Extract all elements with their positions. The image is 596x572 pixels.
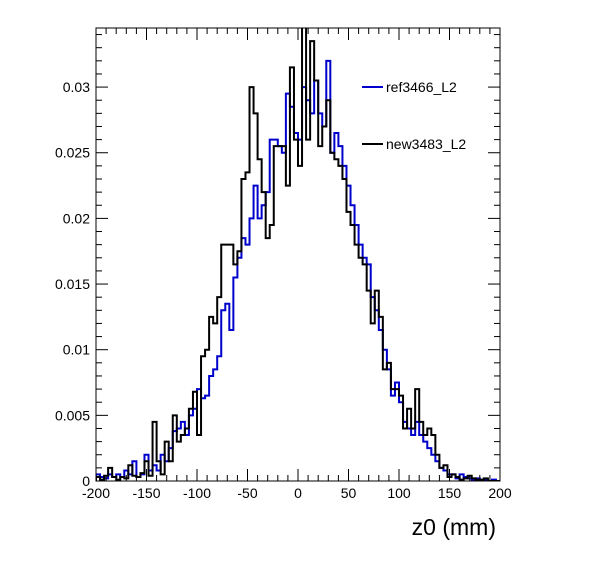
y-tick-label: 0.025 [55,145,90,161]
x-tick-label: 50 [341,485,357,501]
y-axis: 0 0.005 0.01 0.015 0.02 0.025 0.03 [55,34,500,489]
series-layer [96,28,500,481]
legend-label-ref3466_L2: ref3466_L2 [386,79,457,95]
x-tick-label: 100 [387,485,411,501]
x-tick-label: -100 [183,485,211,501]
y-tick-label: 0 [82,473,90,489]
x-axis: -200 -150 -100 -50 0 50 100 150 200 [82,28,512,501]
y-tick-label: 0.015 [55,276,90,292]
y-tick-label: 0.005 [55,407,90,423]
x-tick-label: 200 [488,485,512,501]
y-tick-label: 0.02 [63,210,90,226]
x-tick-label: 150 [438,485,462,501]
x-tick-label: -200 [82,485,110,501]
legend: ref3466_L2 new3483_L2 [362,79,466,152]
x-axis-label: z0 (mm) [412,514,496,540]
x-tick-label: -150 [132,485,160,501]
x-tick-label: -50 [237,485,257,501]
x-tick-label: 0 [294,485,302,501]
legend-label-new3483_L2: new3483_L2 [386,136,466,152]
series-line-new3483_L2 [96,28,500,481]
y-tick-label: 0.01 [63,342,90,358]
series-line-ref3466_L2 [96,59,500,481]
y-tick-label: 0.03 [63,79,90,95]
